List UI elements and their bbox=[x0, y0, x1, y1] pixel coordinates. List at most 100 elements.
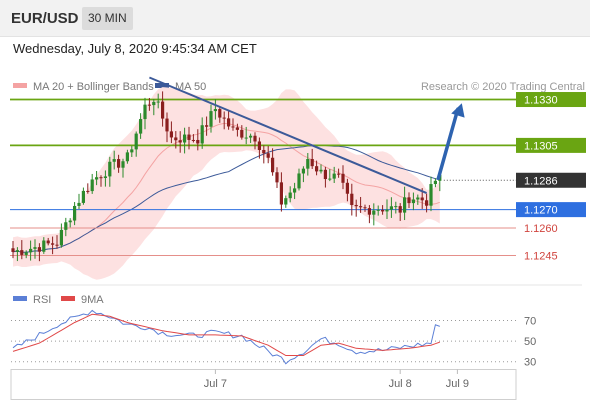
candle-body bbox=[253, 135, 257, 142]
candle-body bbox=[152, 101, 156, 106]
candle-body bbox=[306, 159, 310, 169]
candle-body bbox=[319, 169, 323, 172]
candle-body bbox=[323, 169, 327, 180]
candle-body bbox=[139, 119, 143, 134]
price-level-label: 1.1305 bbox=[524, 140, 558, 152]
candle-body bbox=[112, 159, 116, 162]
candle-body bbox=[381, 209, 385, 212]
candle-body bbox=[213, 109, 217, 112]
candle-body bbox=[103, 176, 107, 178]
price-level-label: 1.1286 bbox=[524, 175, 558, 187]
candle-body bbox=[257, 141, 261, 150]
candle-body bbox=[86, 190, 90, 192]
candle-body bbox=[205, 125, 209, 127]
rsi-ma-legend-label: 9MA bbox=[81, 294, 104, 306]
candle-body bbox=[416, 197, 420, 200]
candle-body bbox=[262, 149, 266, 154]
rsi-line bbox=[12, 309, 440, 365]
candle-body bbox=[46, 240, 50, 244]
candle-body bbox=[332, 173, 336, 179]
candle-body bbox=[376, 209, 380, 211]
candle-body bbox=[156, 101, 160, 103]
time-tick-label: Jul 9 bbox=[446, 378, 469, 390]
candle-body bbox=[310, 159, 314, 167]
candle-body bbox=[33, 247, 37, 249]
time-axis-box bbox=[10, 369, 517, 400]
candle-body bbox=[95, 177, 99, 180]
candle-body bbox=[218, 109, 222, 118]
moving-averages bbox=[12, 122, 440, 253]
forecast-arrow-shaft bbox=[436, 107, 460, 181]
candle-body bbox=[429, 184, 433, 206]
trendline bbox=[149, 76, 427, 195]
ma50-legend-swatch bbox=[155, 83, 169, 88]
candle-body bbox=[90, 179, 94, 192]
timestamp: Wednesday, July 8, 2020 9:45:34 AM CET bbox=[13, 41, 257, 56]
candle-body bbox=[389, 206, 393, 210]
candle-body bbox=[42, 240, 46, 252]
price-levels: 1.1330 1.1305 1.1286 1.1270 1.1260 1.1245 bbox=[10, 92, 586, 262]
ma20-legend-swatch bbox=[13, 83, 27, 88]
price-level-box bbox=[516, 137, 586, 153]
forecast-arrow-head bbox=[451, 103, 465, 118]
time-tick-label: Jul 8 bbox=[389, 378, 412, 390]
candle-body bbox=[350, 193, 354, 205]
chart-header: EUR/USD 30 MIN bbox=[0, 0, 590, 37]
price-level-label: 1.1260 bbox=[524, 223, 558, 235]
candle-body bbox=[363, 207, 367, 209]
candle-body bbox=[231, 126, 235, 128]
candle-body bbox=[178, 140, 182, 143]
candle-body bbox=[64, 222, 68, 230]
candle-body bbox=[187, 134, 191, 140]
candle-body bbox=[77, 202, 81, 206]
price-level-box bbox=[516, 172, 586, 188]
candle-body bbox=[55, 244, 59, 246]
rsi-panel: 70 50 30 bbox=[11, 309, 536, 369]
candle-body bbox=[359, 206, 363, 208]
candle-body bbox=[37, 247, 41, 252]
ma50-line bbox=[12, 145, 440, 253]
candle-body bbox=[20, 250, 24, 255]
timeframe-badge[interactable]: 30 MIN bbox=[82, 7, 133, 30]
candle-body bbox=[284, 198, 288, 205]
candle-body bbox=[59, 229, 63, 246]
price-level-label: 1.1270 bbox=[524, 205, 558, 217]
candle-body bbox=[161, 101, 165, 119]
candle-body bbox=[341, 173, 345, 183]
candle-body bbox=[297, 173, 301, 189]
candle-body bbox=[134, 133, 138, 150]
candle-body bbox=[244, 137, 248, 139]
rsi-ma-line bbox=[12, 313, 440, 356]
candle-body bbox=[183, 134, 187, 143]
candle-body bbox=[29, 248, 33, 253]
symbol-label: EUR/USD bbox=[11, 10, 79, 27]
candle-body bbox=[222, 117, 226, 119]
bollinger-band-fill bbox=[13, 87, 440, 280]
time-axis: Jul 7 Jul 8 Jul 9 bbox=[204, 369, 469, 390]
candle-body bbox=[108, 161, 112, 177]
bollinger-bands bbox=[13, 87, 440, 280]
rsi-tick-label: 70 bbox=[524, 315, 536, 327]
candle-body bbox=[235, 127, 239, 130]
candle-body bbox=[337, 173, 341, 175]
candle-body bbox=[367, 208, 371, 215]
candle-body bbox=[266, 153, 270, 158]
candle-body bbox=[279, 182, 283, 205]
candle-body bbox=[174, 137, 178, 141]
candle-body bbox=[385, 209, 389, 212]
candle-body bbox=[99, 177, 103, 179]
candle-body bbox=[403, 197, 407, 213]
candle-body bbox=[125, 152, 129, 162]
candle-body bbox=[191, 139, 195, 141]
ma50-legend-label: MA 50 bbox=[175, 81, 206, 93]
candle-body bbox=[271, 157, 275, 173]
candle-body bbox=[117, 159, 121, 168]
candle-body bbox=[433, 180, 437, 185]
candle-body bbox=[425, 200, 429, 206]
candle-body bbox=[143, 104, 147, 120]
candle-body bbox=[372, 210, 376, 215]
rsi-legend-label: RSI bbox=[33, 294, 51, 306]
candle-body bbox=[200, 125, 204, 144]
